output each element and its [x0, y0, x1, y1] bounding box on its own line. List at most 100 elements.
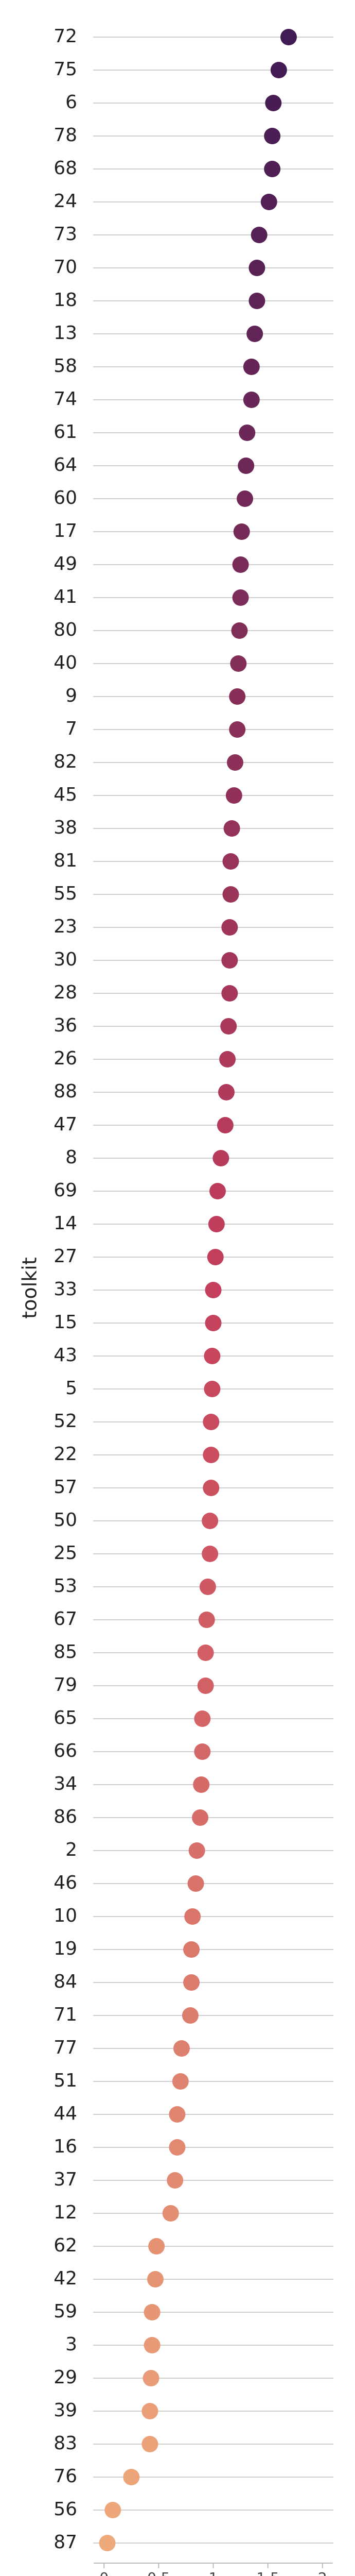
y-tick-label: 45 — [54, 784, 77, 805]
y-tick-label: 6 — [65, 92, 77, 113]
y-tick-label: 5 — [65, 1378, 77, 1399]
y-tick-label: 46 — [54, 1872, 77, 1893]
dot — [230, 655, 247, 672]
dot — [141, 2436, 158, 2452]
dot — [144, 2304, 161, 2320]
dot — [229, 688, 246, 705]
dot — [173, 2040, 190, 2057]
y-tick-label: 60 — [54, 487, 77, 509]
y-tick-label: 29 — [54, 2367, 77, 2388]
dot — [226, 754, 243, 771]
dot — [219, 1051, 236, 1067]
y-tick-label: 83 — [54, 2433, 77, 2454]
dot — [182, 2007, 199, 2024]
dot — [205, 1282, 222, 1298]
dot — [260, 194, 277, 210]
y-tick-label: 16 — [54, 2136, 77, 2157]
dot — [231, 622, 248, 639]
dot — [204, 1348, 221, 1364]
y-tick-label: 42 — [54, 2268, 77, 2289]
y-tick-label: 78 — [54, 125, 77, 146]
y-tick-label: 41 — [54, 586, 77, 607]
y-tick-label: 22 — [54, 1444, 77, 1465]
dot — [270, 62, 287, 78]
dot — [104, 2502, 121, 2518]
dot — [147, 2271, 164, 2287]
y-tick-label: 82 — [54, 751, 77, 772]
dot — [169, 2139, 186, 2156]
x-tick-label: 1 — [209, 2569, 218, 2576]
dot — [280, 29, 297, 45]
dot — [202, 1546, 219, 1562]
y-tick-label: 70 — [54, 257, 77, 278]
dot — [183, 1974, 200, 1991]
dot — [264, 161, 281, 177]
dot — [204, 1381, 221, 1397]
x-tick-label: 1.5 — [256, 2569, 279, 2576]
dot — [192, 1809, 209, 1826]
y-tick-label: 84 — [54, 1971, 77, 1992]
y-tick-label: 72 — [54, 26, 77, 47]
dot — [221, 952, 238, 969]
dot — [203, 1447, 220, 1463]
y-tick-label: 85 — [54, 1641, 77, 1663]
y-tick-label: 77 — [54, 2037, 77, 2058]
dot — [187, 1875, 204, 1892]
y-tick-label: 9 — [65, 685, 77, 706]
dot — [248, 293, 265, 309]
dot — [221, 985, 238, 1002]
dot — [221, 919, 238, 936]
y-tick-label: 59 — [54, 2301, 77, 2322]
dot — [209, 1183, 226, 1199]
y-tick-label: 40 — [54, 652, 77, 673]
y-tick-label: 50 — [54, 1510, 77, 1531]
dot — [223, 820, 240, 837]
dot — [183, 1941, 200, 1958]
y-tick-label: 25 — [54, 1543, 77, 1564]
dot — [212, 1150, 229, 1166]
dot — [233, 523, 250, 540]
dot — [264, 128, 281, 144]
dot — [265, 95, 282, 111]
dot — [198, 1612, 215, 1628]
y-tick-label: 38 — [54, 817, 77, 838]
y-tick-label: 58 — [54, 355, 77, 377]
y-tick-label: 69 — [54, 1180, 77, 1201]
y-tick-label: 49 — [54, 553, 77, 574]
y-tick-label: 81 — [54, 850, 77, 871]
y-tick-label: 12 — [54, 2202, 77, 2223]
y-tick-label: 73 — [54, 224, 77, 245]
dot — [207, 1249, 224, 1265]
y-tick-label: 43 — [54, 1345, 77, 1366]
dot — [197, 1645, 214, 1661]
y-tick-label: 53 — [54, 1575, 77, 1597]
y-tick-label: 71 — [54, 2004, 77, 2025]
y-tick-label: 44 — [54, 2103, 77, 2124]
y-tick-label: 30 — [54, 949, 77, 970]
y-tick-label: 37 — [54, 2169, 77, 2190]
y-tick-label: 14 — [54, 1213, 77, 1234]
y-tick-label: 52 — [54, 1411, 77, 1432]
y-tick-label: 17 — [54, 520, 77, 541]
dot — [222, 853, 239, 870]
y-tick-label: 8 — [65, 1147, 77, 1168]
dot — [143, 2370, 159, 2386]
dot — [222, 886, 239, 903]
x-tick-label: 2 — [318, 2569, 327, 2576]
dot — [246, 326, 263, 342]
dot — [205, 1315, 222, 1331]
y-tick-label: 61 — [54, 421, 77, 443]
dot — [217, 1117, 234, 1133]
dot — [243, 392, 260, 408]
y-tick-label: 26 — [54, 1048, 77, 1069]
y-tick-label: 36 — [54, 1015, 77, 1036]
y-tick-label: 2 — [65, 1839, 77, 1860]
dot — [194, 1710, 211, 1727]
dot — [239, 425, 256, 441]
y-tick-label: 18 — [54, 290, 77, 311]
y-tick-label: 86 — [54, 1806, 77, 1827]
dot — [238, 457, 255, 474]
y-tick-label: 57 — [54, 1477, 77, 1498]
dot — [251, 227, 268, 243]
y-tick-label: 87 — [54, 2532, 77, 2553]
